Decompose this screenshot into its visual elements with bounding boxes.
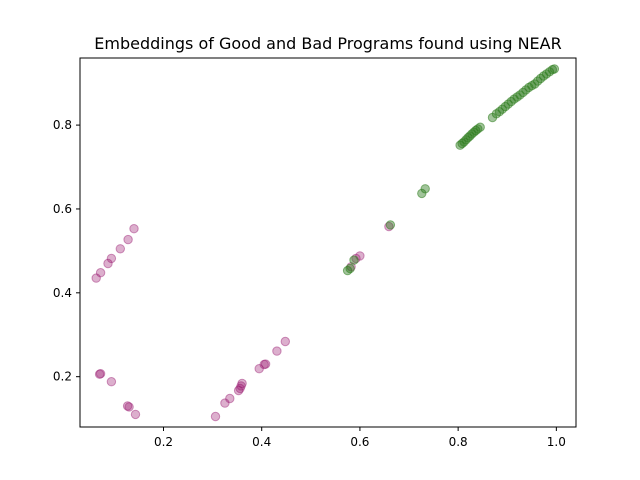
scatter-point-series0-21 [259,359,269,370]
scatter-point-series1-3 [385,220,396,230]
scatter-point-series0-18 [236,381,246,391]
scatter-point-series0-11 [122,401,133,411]
scatter-point-series0-1 [95,268,106,278]
x-tick-label-3: 0.8 [449,435,468,449]
chart-title: Embeddings of Good and Bad Programs foun… [94,34,561,53]
scatter-point-series0-6 [129,224,139,234]
x-tick-label-4: 1.0 [547,435,566,449]
scatter-point-series0-5 [123,234,133,245]
scatter-point-series1-2 [349,255,359,265]
scatter-point-series0-20 [254,364,264,374]
scatter-point-series1-5 [420,184,430,194]
y-tick-label-0: 0.2 [53,370,72,384]
scatter-point-series0-9 [106,377,117,387]
scatter-point-series0-0 [91,273,101,283]
scatter-point-series0-19 [237,378,247,389]
scatter-point-series0-13 [210,411,221,422]
scatter-point-series0-12 [130,409,141,420]
scatter-point-series0-16 [233,385,244,396]
scatter-point-series0-7 [95,369,106,379]
scatter-point-series0-2 [103,258,113,269]
scatter-point-series0-8 [94,369,105,379]
y-tick-label-3: 0.8 [53,118,72,132]
scatter-point-series0-14 [220,398,230,408]
scatter-point-series0-10 [124,402,134,412]
y-axis-ticks: 0.2 0.4 0.6 0.8 [53,118,80,384]
scatter-point-series1-16 [475,122,485,132]
x-tick-label-0: 0.2 [154,435,173,449]
plot-frame [79,57,577,428]
scatter-point-series0-17 [235,383,245,394]
x-tick-label-2: 0.6 [350,435,369,449]
x-tick-label-1: 0.4 [252,435,271,449]
scatter-point-series0-24 [280,336,290,347]
scatter-point-series1-1 [345,263,355,274]
points-layer [91,64,560,422]
scatter-point-series0-15 [225,393,235,404]
scatter-point-series1-32 [533,76,543,86]
y-tick-label-2: 0.6 [53,202,72,216]
scatter-point-series0-23 [272,346,282,356]
scatter-point-series0-22 [260,359,271,369]
x-axis-ticks: 0.2 0.4 0.6 0.8 1.0 [154,427,566,449]
scatter-point-series0-3 [106,253,117,264]
scatter-point-series0-4 [115,244,126,254]
y-tick-label-1: 0.4 [53,286,72,300]
scatter-point-series1-38 [549,64,560,74]
